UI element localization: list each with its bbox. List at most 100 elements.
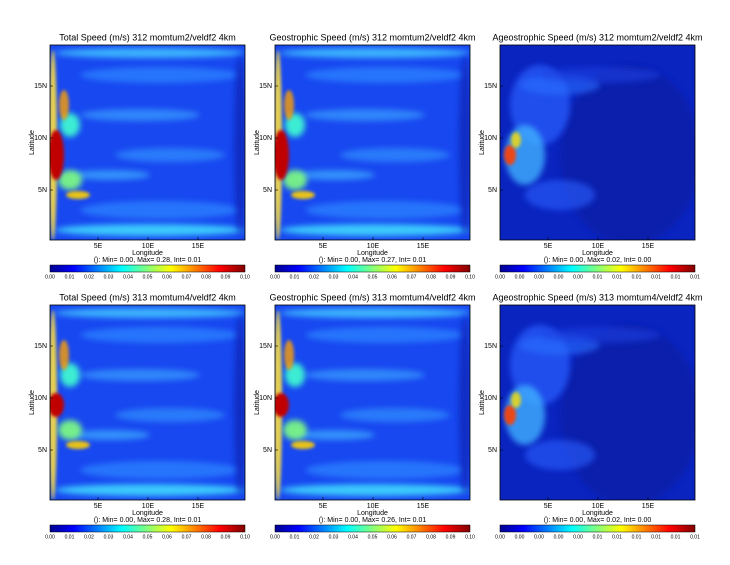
colorbar-label: 0.04 [348,534,358,540]
colorbar-label: 0.00 [554,534,564,540]
x-tick-label: 5E [94,503,103,510]
x-tick-label: 5E [94,243,103,250]
y-tick-label: 10N [259,135,272,142]
colorbar-label: 0.08 [201,274,211,280]
colorbar-label: 0.09 [221,274,231,280]
colorbar-label: 0.07 [407,274,417,280]
x-tick-label: 10E [367,503,380,510]
field-blob [80,369,200,381]
colorbar [499,264,696,273]
y-tick-label: 15N [484,343,497,350]
colorbar [499,524,696,533]
x-tick-label: 5E [544,243,553,250]
colorbar-label: 0.05 [368,534,378,540]
map-panel: Ageostrophic Speed (m/s) 312 momtum2/vel… [479,32,703,280]
x-axis-label: Longitude [357,510,388,517]
colorbar [49,264,246,273]
field-blob [234,55,245,235]
field-blob [305,327,465,343]
field-blob [55,484,245,496]
colorbar-label: 0.03 [329,534,339,540]
field-blob [66,441,90,449]
field [275,305,470,500]
x-tick-label: 10E [592,243,605,250]
map-panel: Total Speed (m/s) 312 momtum2/veldf2 4km… [29,32,250,280]
colorbar-label: 0.01 [290,274,300,280]
field-blob [58,420,82,440]
y-tick-label: 10N [484,395,497,402]
x-tick-label: 5E [319,503,328,510]
colorbar-label: 0.03 [104,534,114,540]
stats-label: (): Min= 0.00, Max= 0.28, Int= 0.01 [94,257,202,264]
field-blob [55,224,245,236]
field-blob [305,109,425,121]
map-panel: Geostrophic Speed (m/s) 312 momtum2/veld… [254,32,476,280]
field-blob [66,191,90,199]
y-tick-label: 5N [38,187,47,194]
colorbar-label: 0.10 [465,534,475,540]
stats-label: (): Min= 0.00, Max= 0.02, Int= 0.00 [544,517,652,524]
field-blob [280,48,470,58]
colorbar-label: 0.03 [104,274,114,280]
colorbar-label: 0.01 [632,534,642,540]
colorbar-label: 0.01 [290,534,300,540]
colorbar-label: 0.00 [515,274,525,280]
y-tick-label: 10N [484,135,497,142]
y-tick-label: 5N [263,187,272,194]
colorbar-label: 0.02 [84,274,94,280]
field-blob [305,201,465,219]
field-blob [283,170,307,190]
x-tick-label: 10E [592,503,605,510]
y-axis-label: Latitude [479,390,486,415]
x-tick-label: 10E [142,243,155,250]
field-blob [525,440,595,470]
field-blob [291,441,315,449]
stats-label: (): Min= 0.00, Max= 0.28, Int= 0.01 [94,517,202,524]
field-blob [340,408,450,422]
field-blob [284,340,294,370]
plot-frame [274,304,471,501]
x-axis-label: Longitude [582,510,613,517]
panel-title: Ageostrophic Speed (m/s) 313 momtum4/vel… [492,292,702,302]
field-blob [59,90,69,120]
plot-frame [499,304,696,501]
field-blob [295,170,375,180]
colorbar-label: 0.01 [671,274,681,280]
y-axis-label: Latitude [254,390,261,415]
colorbar-label: 0.00 [45,534,55,540]
plot-frame [49,44,246,241]
field [50,305,245,500]
colorbar-label: 0.01 [65,274,75,280]
field-blob [59,340,69,370]
colorbar-label: 0.01 [593,534,603,540]
field-blob [340,148,450,162]
panel-title: Geostrophic Speed (m/s) 312 momtum2/veld… [269,32,475,42]
colorbar-label: 0.04 [348,274,358,280]
colorbar-label: 0.01 [690,274,700,280]
colorbar-label: 0.01 [651,534,661,540]
y-tick-label: 10N [34,135,47,142]
field-blob [540,67,660,83]
field-blob [280,308,470,318]
field-blob [234,315,245,495]
colorbar-label: 0.01 [632,274,642,280]
map-panel: Ageostrophic Speed (m/s) 313 momtum4/vel… [479,292,703,540]
y-axis-label: Latitude [29,390,36,415]
panel-title: Total Speed (m/s) 312 momtum2/veldf2 4km [59,32,236,42]
colorbar [274,524,471,533]
field-blob [511,392,521,408]
colorbar-label: 0.08 [201,534,211,540]
map-panel: Geostrophic Speed (m/s) 313 momtum4/veld… [254,292,476,540]
field-blob [55,48,245,58]
field-blob [504,145,516,165]
plot-frame [499,44,696,241]
field-blob [80,109,200,121]
field-blob [80,201,240,219]
field-blob [58,170,82,190]
field-blob [80,461,240,479]
plot-frame [274,44,471,241]
field-blob [284,90,294,120]
y-tick-label: 15N [259,343,272,350]
y-axis-label: Latitude [29,130,36,155]
colorbar-label: 0.02 [84,534,94,540]
